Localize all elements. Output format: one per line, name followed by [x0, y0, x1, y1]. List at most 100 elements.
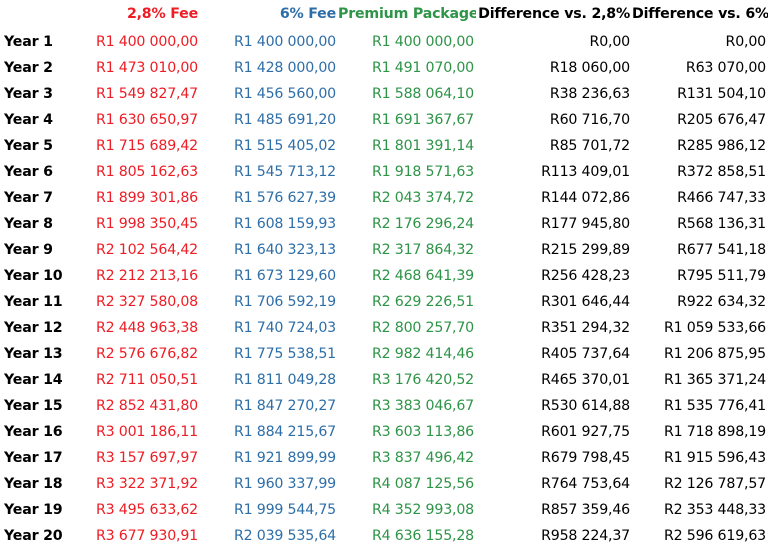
cell-year: Year 5 — [4, 138, 53, 154]
cell-year: Year 19 — [4, 502, 63, 518]
cell-difference-2-8: R38 236,63 — [549, 86, 630, 102]
cell-difference-2-8: R0,00 — [589, 34, 631, 50]
cell-fee-2-8: R1 715 689,42 — [95, 138, 198, 154]
cell-difference-2-8: R177 945,80 — [541, 216, 630, 232]
cell-difference-2-8: R85 701,72 — [549, 138, 630, 154]
cell-premium-package: R4 636 155,28 — [371, 528, 474, 544]
cell-fee-2-8: R2 102 564,42 — [95, 242, 198, 258]
cell-difference-2-8: R301 646,44 — [541, 294, 630, 310]
cell-difference-6: R1 718 898,19 — [663, 424, 766, 440]
cell-premium-package: R3 176 420,52 — [371, 372, 474, 388]
cell-fee-2-8: R2 448 963,38 — [95, 320, 198, 336]
table-row: Year 11 R2 327 580,08 R1 706 592,19 R2 629 … — [0, 289, 768, 315]
cell-year: Year 18 — [4, 476, 63, 492]
cell-premium-package: R3 837 496,42 — [371, 450, 474, 466]
cell-difference-2-8: R679 798,45 — [541, 450, 630, 466]
cell-year: Year 16 — [4, 424, 63, 440]
table-row: Year 4 R1 630 650,97 R1 485 691,20 R1 691 3… — [0, 107, 768, 133]
table-body: Year 1 R1 400 000,00 R1 400 000,00 R1 400 0… — [0, 29, 768, 549]
cell-difference-6: R2 596 619,63 — [663, 528, 766, 544]
cell-fee-2-8: R1 549 827,47 — [95, 86, 198, 102]
cell-fee-6: R1 884 215,67 — [233, 424, 336, 440]
cell-difference-6: R2 353 448,33 — [663, 502, 766, 518]
table-row: Year 8 R1 998 350,45 R1 608 159,93 R2 176 2… — [0, 211, 768, 237]
cell-premium-package: R2 043 374,72 — [371, 190, 474, 206]
cell-premium-package: R1 400 000,00 — [371, 34, 474, 50]
table-row: Year 12 R2 448 963,38 R1 740 724,03 R2 800 … — [0, 315, 768, 341]
cell-year: Year 4 — [4, 112, 53, 128]
cell-fee-6: R2 039 535,64 — [233, 528, 336, 544]
cell-year: Year 11 — [4, 294, 63, 310]
cell-year: Year 7 — [4, 190, 53, 206]
table-row: Year 7 R1 899 301,86 R1 576 627,39 R2 043 3… — [0, 185, 768, 211]
cell-fee-2-8: R1 473 010,00 — [95, 60, 198, 76]
cell-fee-6: R1 999 544,75 — [233, 502, 336, 518]
cell-difference-6: R1 059 533,66 — [663, 320, 766, 336]
header-premium-package: Premium Package — [338, 6, 476, 22]
table-row: Year 6 R1 805 162,63 R1 545 713,12 R1 918 5… — [0, 159, 768, 185]
cell-fee-6: R1 428 000,00 — [233, 60, 336, 76]
cell-difference-6: R568 136,31 — [677, 216, 766, 232]
cell-fee-6: R1 847 270,27 — [233, 398, 336, 414]
cell-difference-6: R2 126 787,57 — [663, 476, 766, 492]
table-row: Year 5 R1 715 689,42 R1 515 405,02 R1 801 3… — [0, 133, 768, 159]
cell-difference-2-8: R405 737,64 — [541, 346, 630, 362]
table-row: Year 2 R1 473 010,00 R1 428 000,00 R1 491 0… — [0, 55, 768, 81]
cell-premium-package: R1 918 571,63 — [371, 164, 474, 180]
cell-fee-2-8: R3 677 930,91 — [95, 528, 198, 544]
cell-difference-2-8: R256 428,23 — [541, 268, 630, 284]
cell-fee-6: R1 775 538,51 — [233, 346, 336, 362]
cell-year: Year 20 — [4, 528, 63, 544]
cell-fee-6: R1 673 129,60 — [233, 268, 336, 284]
cell-difference-2-8: R60 716,70 — [549, 112, 630, 128]
cell-difference-2-8: R465 370,01 — [541, 372, 630, 388]
cell-year: Year 17 — [4, 450, 63, 466]
table-row: Year 13 R2 576 676,82 R1 775 538,51 R2 982 … — [0, 341, 768, 367]
cell-fee-6: R1 640 323,13 — [233, 242, 336, 258]
cell-fee-6: R1 400 000,00 — [233, 34, 336, 50]
header-row: 2,8% Fee 6% Fee Premium Package Differen… — [0, 0, 768, 29]
table-row: Year 16 R3 001 186,11 R1 884 215,67 R3 603 … — [0, 419, 768, 445]
cell-fee-6: R1 485 691,20 — [233, 112, 336, 128]
cell-premium-package: R1 691 367,67 — [371, 112, 474, 128]
cell-difference-2-8: R215 299,89 — [541, 242, 630, 258]
table-row: Year 18 R3 322 371,92 R1 960 337,99 R4 087 … — [0, 471, 768, 497]
cell-premium-package: R2 317 864,32 — [371, 242, 474, 258]
cell-difference-6: R1 365 371,24 — [663, 372, 766, 388]
cell-premium-package: R2 629 226,51 — [371, 294, 474, 310]
cell-difference-2-8: R530 614,88 — [541, 398, 630, 414]
header-year — [0, 0, 80, 29]
cell-fee-2-8: R3 495 633,62 — [95, 502, 198, 518]
table-row: Year 10 R2 212 213,16 R1 673 129,60 R2 468 … — [0, 263, 768, 289]
table-header: 2,8% Fee 6% Fee Premium Package Differen… — [0, 0, 768, 29]
cell-year: Year 10 — [4, 268, 63, 284]
cell-fee-6: R1 740 724,03 — [233, 320, 336, 336]
cell-fee-2-8: R1 630 650,97 — [95, 112, 198, 128]
cell-difference-6: R795 511,79 — [677, 268, 766, 284]
cell-premium-package: R4 087 125,56 — [371, 476, 474, 492]
cell-year: Year 3 — [4, 86, 53, 102]
cell-difference-2-8: R958 224,37 — [541, 528, 630, 544]
cell-fee-2-8: R1 998 350,45 — [95, 216, 198, 232]
table-row: Year 1 R1 400 000,00 R1 400 000,00 R1 400 0… — [0, 29, 768, 55]
cell-year: Year 14 — [4, 372, 63, 388]
cell-fee-2-8: R2 576 676,82 — [95, 346, 198, 362]
cell-difference-6: R677 541,18 — [677, 242, 766, 258]
cell-fee-6: R1 608 159,93 — [233, 216, 336, 232]
cell-difference-6: R1 535 776,41 — [663, 398, 766, 414]
cell-difference-6: R1 915 596,43 — [663, 450, 766, 466]
cell-premium-package: R2 800 257,70 — [371, 320, 474, 336]
cell-fee-2-8: R2 852 431,80 — [95, 398, 198, 414]
table-row: Year 20 R3 677 930,91 R2 039 535,64 R4 636 … — [0, 523, 768, 549]
cell-year: Year 1 — [4, 34, 53, 50]
cell-fee-6: R1 576 627,39 — [233, 190, 336, 206]
cell-fee-6: R1 921 899,99 — [233, 450, 336, 466]
cell-fee-2-8: R3 322 371,92 — [95, 476, 198, 492]
cell-year: Year 9 — [4, 242, 53, 258]
cell-premium-package: R1 588 064,10 — [371, 86, 474, 102]
cell-difference-2-8: R18 060,00 — [549, 60, 630, 76]
cell-fee-6: R1 706 592,19 — [233, 294, 336, 310]
cell-fee-6: R1 960 337,99 — [233, 476, 336, 492]
table-row: Year 14 R2 711 050,51 R1 811 049,28 R3 176 … — [0, 367, 768, 393]
